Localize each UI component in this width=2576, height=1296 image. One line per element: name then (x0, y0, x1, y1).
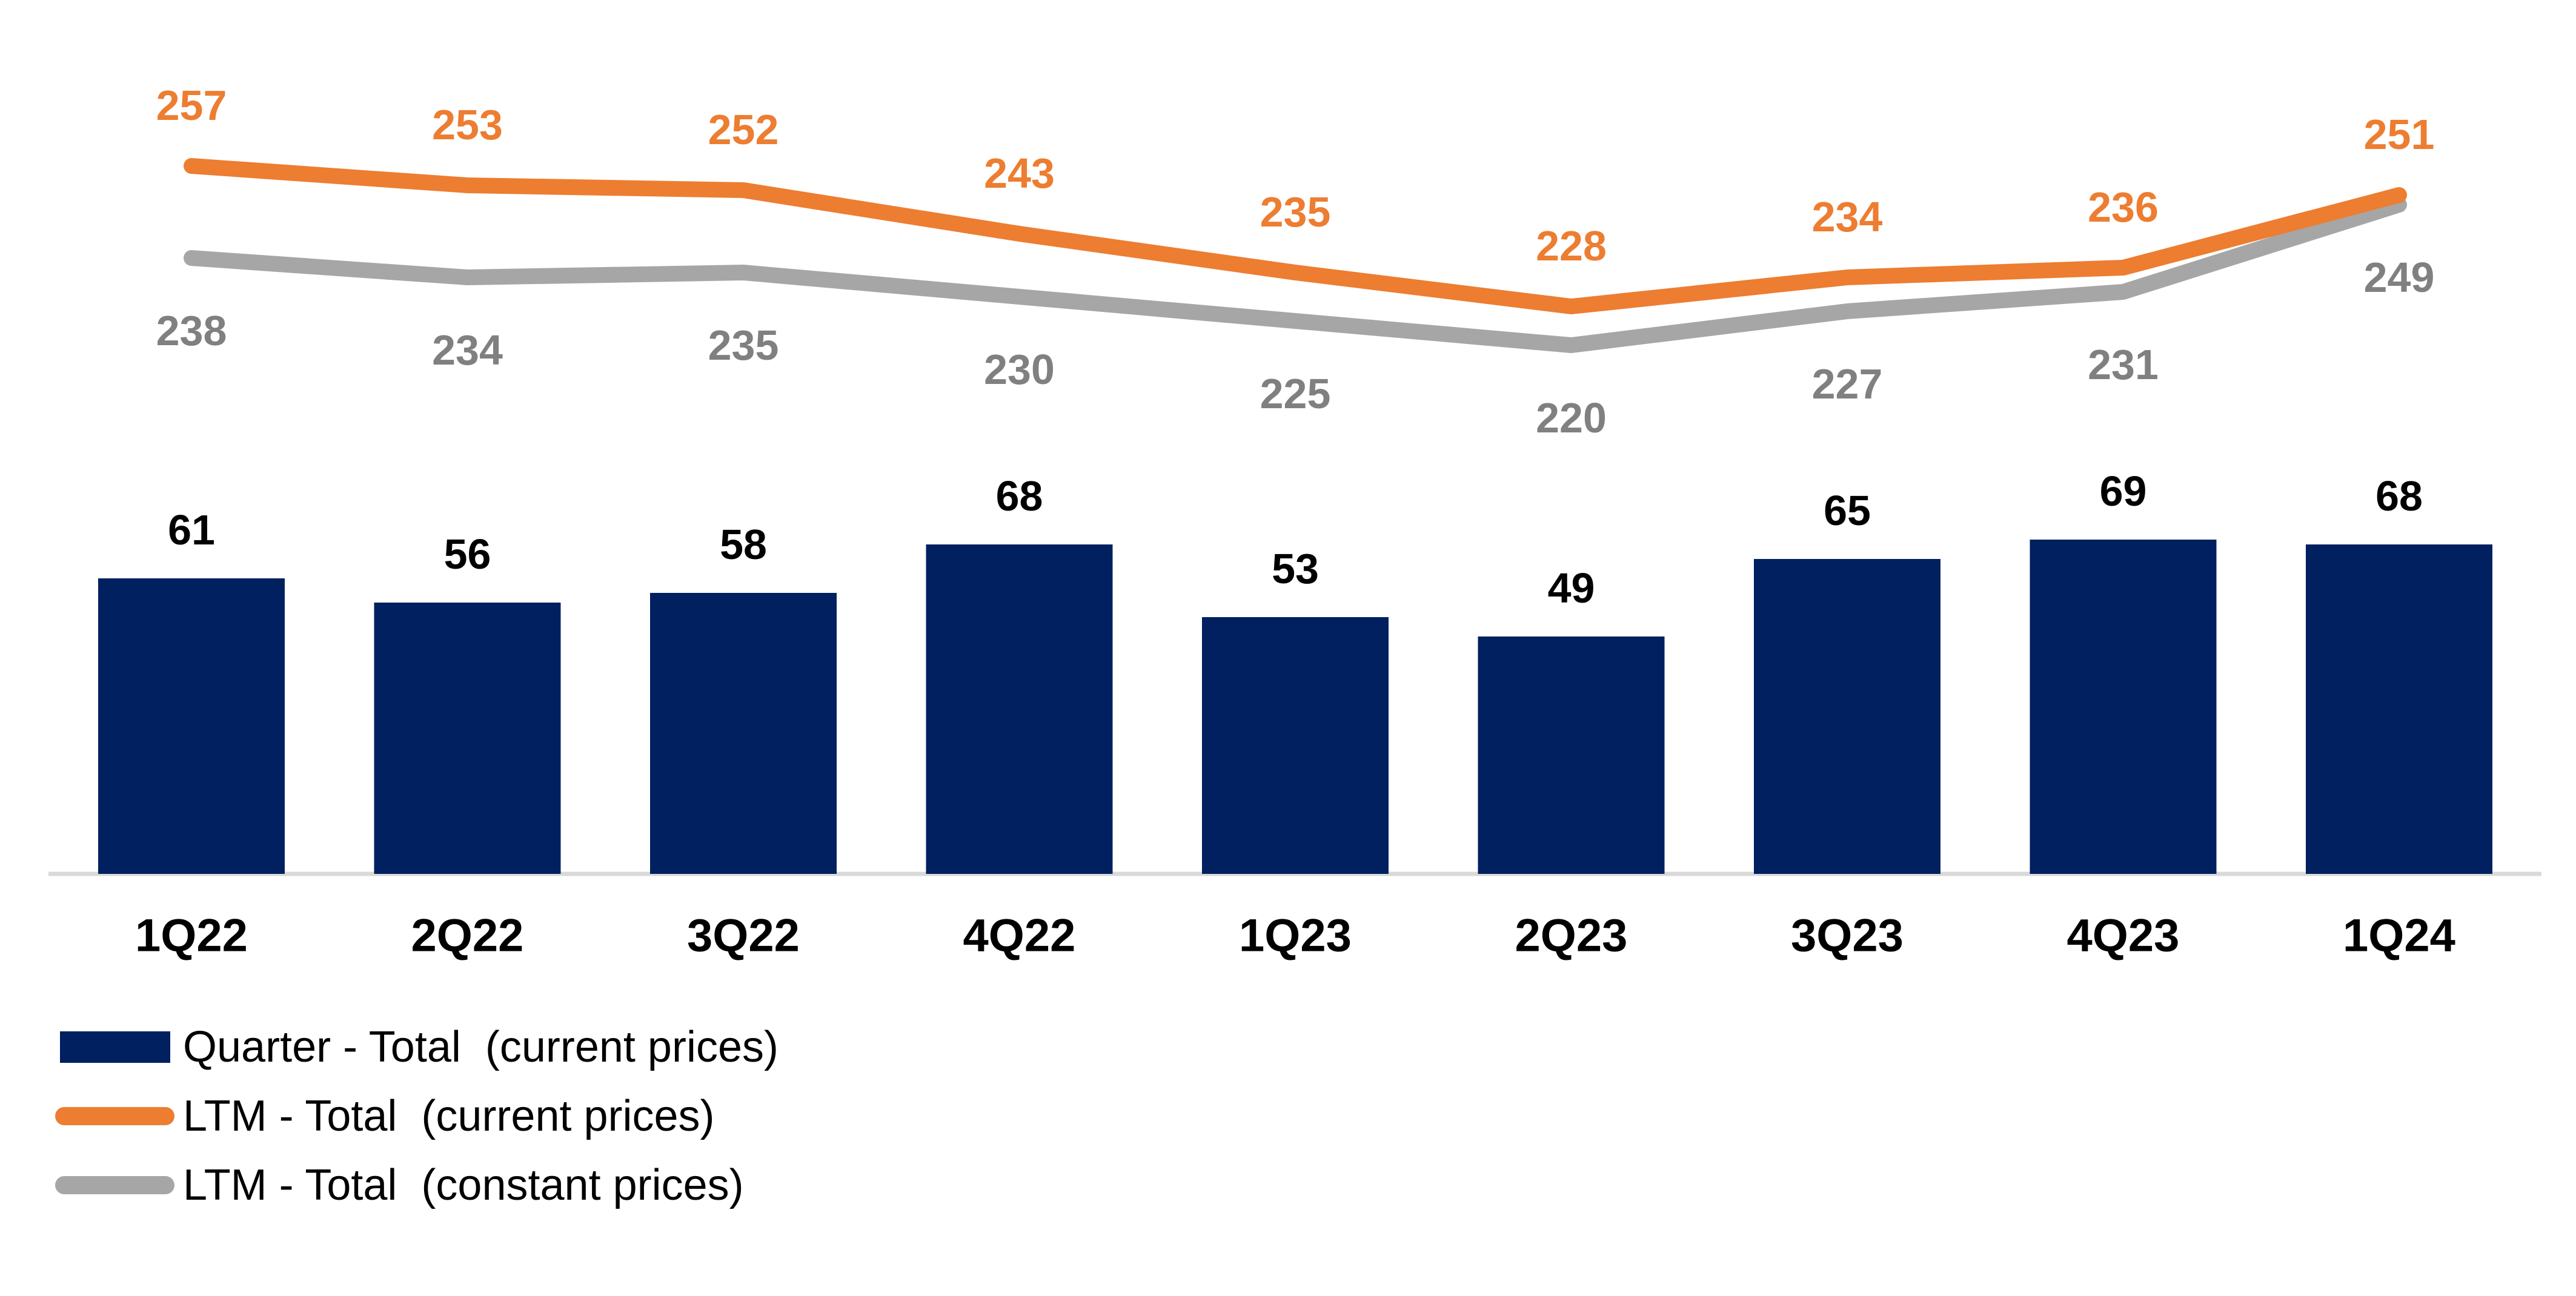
ltm-constant-value-label: 231 (2088, 341, 2159, 388)
legend-item-label: LTM - Total (current prices) (183, 1092, 715, 1140)
legend-item-quarter-total-current-prices: Quarter - Total (current prices) (55, 1013, 778, 1082)
bar-3q22 (650, 593, 837, 874)
ltm-current-value-label: 257 (156, 82, 227, 129)
bar-1q23 (1202, 617, 1389, 874)
ltm-current-value-label: 228 (1536, 222, 1607, 269)
ltm-current-prices-line (184, 158, 2407, 314)
ltm-constant-value-label: 249 (2364, 254, 2435, 301)
x-axis-label-1q22: 1Q22 (135, 910, 248, 962)
x-axis-label-1q24: 1Q24 (2343, 910, 2455, 962)
bar-4q23 (2030, 540, 2217, 874)
ltm-current-value-label: 234 (1812, 193, 1883, 240)
bar-4q22 (926, 544, 1113, 874)
bar-series-swatch (60, 1031, 170, 1063)
ltm-current-value-label: 251 (2364, 111, 2435, 158)
bar-value-label: 58 (720, 521, 767, 568)
legend-item-label: LTM - Total (constant prices) (183, 1161, 744, 1209)
ltm-constant-prices-line (184, 197, 2407, 353)
ltm-current-value-label: 253 (432, 101, 503, 148)
x-axis-label-3q23: 3Q23 (1791, 910, 1904, 962)
x-axis-label-3q22: 3Q22 (687, 910, 800, 962)
ltm-constant-value-label: 227 (1812, 360, 1883, 408)
x-axis-label-2q23: 2Q23 (1515, 910, 1628, 962)
legend: Quarter - Total (current prices) LTM - T… (55, 1013, 778, 1220)
x-axis-label-1q23: 1Q23 (1239, 910, 1352, 962)
bar-1q22 (98, 578, 285, 874)
ltm-current-value-label: 235 (1260, 188, 1331, 236)
ltm-current-value-label: 252 (708, 106, 779, 153)
ltm-constant-value-label: 225 (1260, 370, 1331, 417)
bar-value-label: 49 (1548, 564, 1595, 612)
gray-line-swatch (55, 1176, 174, 1194)
bar-value-label: 53 (1272, 545, 1319, 592)
ltm-current-value-label: 243 (984, 150, 1055, 197)
bar-value-label: 68 (2375, 472, 2423, 520)
bar-1q24 (2306, 544, 2492, 874)
ltm-constant-value-label: 220 (1536, 394, 1607, 441)
orange-line-swatch (55, 1107, 174, 1125)
bar-3q23 (1754, 559, 1940, 874)
bar-value-label: 65 (1824, 487, 1871, 534)
x-axis-label-4q23: 4Q23 (2067, 910, 2180, 962)
legend-item-label: Quarter - Total (current prices) (183, 1023, 778, 1071)
ltm-constant-value-label: 238 (156, 307, 227, 354)
legend-item-ltm-total-constant-prices: LTM - Total (constant prices) (55, 1151, 778, 1220)
bar-value-label: 61 (168, 506, 215, 554)
ltm-constant-value-label: 235 (708, 322, 779, 369)
bar-2q23 (1478, 636, 1665, 874)
ltm-constant-value-label: 234 (432, 326, 503, 374)
legend-item-ltm-total-current-prices: LTM - Total (current prices) (55, 1082, 778, 1151)
ltm-constant-value-label: 230 (984, 346, 1055, 393)
bar-2q22 (374, 603, 561, 874)
x-axis-label-2q22: 2Q22 (411, 910, 524, 962)
ltm-current-value-label: 236 (2088, 183, 2159, 231)
bar-value-label: 68 (996, 472, 1043, 520)
bar-value-label: 69 (2100, 468, 2147, 515)
x-axis-label-4q22: 4Q22 (963, 910, 1076, 962)
bar-value-label: 56 (444, 531, 491, 578)
